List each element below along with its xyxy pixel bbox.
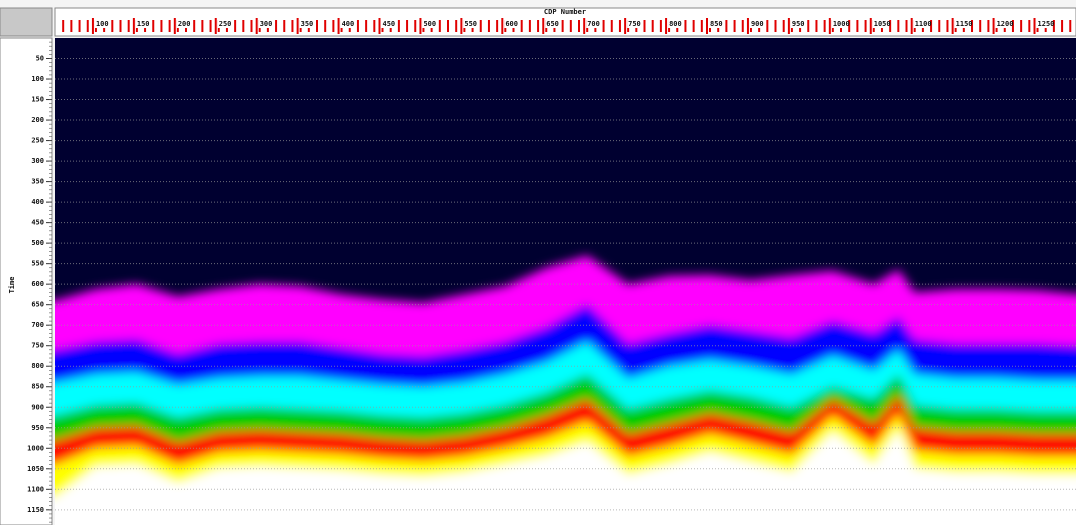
x-tick-label: 250 (219, 20, 232, 28)
x-tick-label: 300 (260, 20, 273, 28)
plot-area (35, 38, 1076, 525)
y-tick-label: 200 (31, 116, 44, 124)
x-axis-title: CDP Number (544, 8, 586, 16)
y-tick-label: 300 (31, 157, 44, 165)
x-tick-label: 150 (137, 20, 150, 28)
x-tick-label: 1050 (874, 20, 891, 28)
x-tick-label: 900 (751, 20, 764, 28)
y-tick-label: 1100 (27, 485, 44, 493)
x-tick-label: 550 (464, 20, 477, 28)
y-tick-label: 50 (36, 55, 44, 63)
y-axis-title: Time (8, 277, 16, 294)
x-tick-label: 500 (423, 20, 436, 28)
color-layers (35, 255, 1076, 525)
y-tick-label: 350 (31, 178, 44, 186)
x-tick-label: 800 (669, 20, 682, 28)
x-tick-label: 950 (792, 20, 805, 28)
x-tick-label: 1250 (1038, 20, 1055, 28)
y-tick-label: 150 (31, 96, 44, 104)
y-tick-label: 750 (31, 342, 44, 350)
x-tick-label: 400 (342, 20, 355, 28)
y-tick-label: 100 (31, 75, 44, 83)
corner-box (0, 8, 52, 36)
y-tick-label: 700 (31, 321, 44, 329)
y-tick-label: 250 (31, 137, 44, 145)
y-tick-label: 800 (31, 362, 44, 370)
y-tick-label: 650 (31, 301, 44, 309)
y-tick-label: 550 (31, 260, 44, 268)
x-tick-label: 650 (546, 20, 559, 28)
y-tick-label: 1000 (27, 444, 44, 452)
x-tick-label: 600 (505, 20, 518, 28)
x-tick-label: 450 (383, 20, 396, 28)
x-tick-label: 1150 (956, 20, 973, 28)
seismic-display: CDP Number Time 50 100 150 200 250 300 350 400 4… (0, 0, 1076, 525)
x-tick-label: 700 (587, 20, 600, 28)
y-tick-label: 850 (31, 383, 44, 391)
x-tick-label: 100 (96, 20, 109, 28)
y-tick-label: 900 (31, 403, 44, 411)
y-tick-label: 950 (31, 424, 44, 432)
y-tick-label: 450 (31, 219, 44, 227)
x-tick-label: 1000 (833, 20, 850, 28)
y-tick-label: 500 (31, 239, 44, 247)
x-tick-label: 1100 (915, 20, 932, 28)
x-tick-label: 200 (178, 20, 191, 28)
x-tick-label: 750 (628, 20, 641, 28)
y-tick-label: 1150 (27, 506, 44, 514)
x-tick-label: 1200 (997, 20, 1014, 28)
x-tick-label: 850 (710, 20, 723, 28)
y-tick-label: 400 (31, 198, 44, 206)
x-tick-label: 350 (301, 20, 314, 28)
y-tick-label: 1050 (27, 465, 44, 473)
y-tick-label: 600 (31, 280, 44, 288)
